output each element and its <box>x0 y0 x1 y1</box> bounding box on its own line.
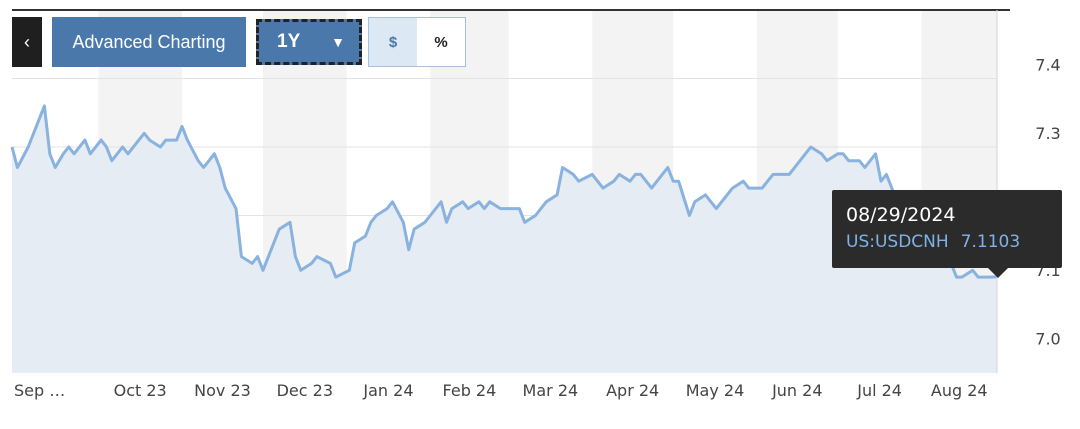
y-tick-label: 7.4 <box>1035 55 1060 74</box>
x-tick-label: Mar 24 <box>523 381 579 400</box>
price-tooltip: 08/29/2024 US:USDCNH 7.1103 <box>832 190 1062 278</box>
x-tick-label: Oct 23 <box>114 381 167 400</box>
caret-down-icon: ▼ <box>331 34 345 50</box>
tooltip-symbol: US:USDCNH <box>846 232 949 252</box>
tooltip-value: 7.1103 <box>960 232 1021 252</box>
x-tick-label: Jan 24 <box>362 381 413 400</box>
chevron-left-icon: ‹ <box>24 31 30 52</box>
value-mode-toggle: $ % <box>368 17 466 67</box>
x-tick-label: Nov 23 <box>194 381 251 400</box>
range-dropdown[interactable]: 1Y ▼ <box>256 19 362 65</box>
range-label: 1Y <box>277 31 301 52</box>
currency-mode-button[interactable]: $ <box>369 18 417 66</box>
x-tick-label: Sep … <box>14 381 65 400</box>
price-line <box>10 104 998 279</box>
percent-mode-button[interactable]: % <box>417 18 465 66</box>
x-tick-label: Aug 24 <box>931 381 988 400</box>
advanced-charting-button[interactable]: Advanced Charting <box>52 17 246 67</box>
x-tick-label: Dec 23 <box>277 381 333 400</box>
y-tick-label: 7.0 <box>1035 329 1060 348</box>
x-tick-label: Jun 24 <box>771 381 822 400</box>
x-tick-label: Feb 24 <box>443 381 497 400</box>
tooltip-date: 08/29/2024 <box>846 204 956 226</box>
back-button[interactable]: ‹ <box>12 17 42 67</box>
x-tick-label: Apr 24 <box>606 381 659 400</box>
x-axis-ticks: Sep … Oct 23 Nov 23 Dec 23 Jan 24 Feb 24 Mar 2… <box>14 381 988 400</box>
price-area <box>12 105 997 374</box>
x-tick-label: Jul 24 <box>856 381 902 400</box>
tooltip-row: US:USDCNH 7.1103 <box>846 232 1062 252</box>
y-tick-label: 7.3 <box>1035 124 1060 143</box>
x-tick-label: May 24 <box>686 381 745 400</box>
chart-toolbar: ‹ Advanced Charting 1Y ▼ $ % <box>12 17 466 67</box>
